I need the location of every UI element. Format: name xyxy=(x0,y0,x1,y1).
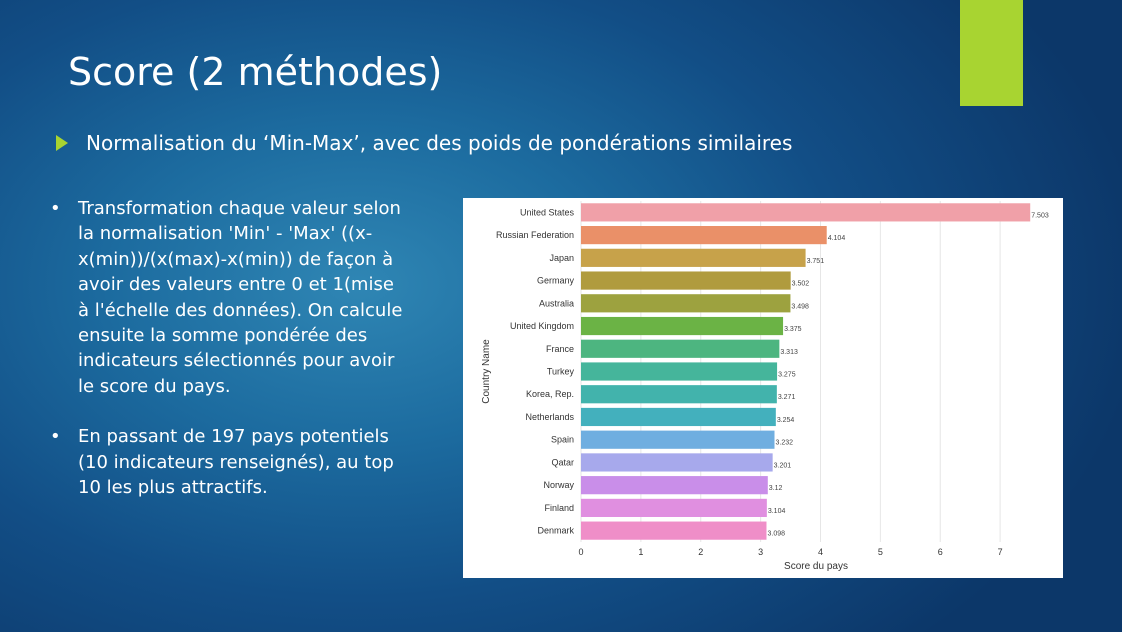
data-label: 3.498 xyxy=(791,303,809,310)
bar xyxy=(581,294,791,313)
bullet-item: • Transformation chaque valeur selon la … xyxy=(50,196,410,399)
bar xyxy=(581,476,768,495)
x-axis-label: Score du pays xyxy=(784,561,848,572)
accent-block xyxy=(960,0,1023,106)
x-tick-label: 5 xyxy=(878,547,883,557)
x-tick-label: 4 xyxy=(818,547,823,557)
data-label: 3.104 xyxy=(768,508,786,515)
bullet-text: Transformation chaque valeur selon la no… xyxy=(78,198,403,397)
x-tick-label: 6 xyxy=(938,547,943,557)
data-label: 3.375 xyxy=(784,326,802,333)
bar xyxy=(581,430,775,449)
slide-subtitle: Normalisation du ‘Min-Max’, avec des poi… xyxy=(56,131,792,155)
subtitle-text: Normalisation du ‘Min-Max’, avec des poi… xyxy=(86,131,793,155)
bar xyxy=(581,498,767,517)
bar xyxy=(581,362,778,381)
data-label: 7.503 xyxy=(1031,212,1049,219)
y-tick-label: United Kingdom xyxy=(510,321,574,331)
data-label: 3.12 xyxy=(769,485,783,492)
y-tick-label: Russian Federation xyxy=(496,230,574,240)
y-tick-label: Spain xyxy=(551,435,574,445)
x-tick-label: 0 xyxy=(578,547,583,557)
bar xyxy=(581,453,773,472)
data-label: 3.098 xyxy=(767,531,785,538)
data-label: 3.275 xyxy=(778,372,796,379)
y-tick-label: United States xyxy=(520,207,575,217)
bar xyxy=(581,226,827,245)
x-tick-label: 2 xyxy=(698,547,703,557)
y-tick-label: Qatar xyxy=(551,457,574,467)
y-tick-label: Denmark xyxy=(537,526,574,536)
bar xyxy=(581,248,806,267)
y-tick-label: Turkey xyxy=(547,367,575,377)
arrow-bullet-icon xyxy=(56,135,68,151)
x-tick-label: 7 xyxy=(998,547,1003,557)
bullet-dot-icon: • xyxy=(50,198,61,219)
y-tick-label: France xyxy=(546,344,574,354)
bar xyxy=(581,203,1031,222)
data-label: 3.502 xyxy=(792,281,810,288)
data-label: 4.104 xyxy=(828,235,846,242)
bullet-text: En passant de 197 pays potentiels (10 in… xyxy=(78,426,394,499)
bar xyxy=(581,521,767,540)
data-label: 3.271 xyxy=(778,394,796,401)
data-label: 3.254 xyxy=(777,417,795,424)
data-label: 3.313 xyxy=(780,349,798,356)
data-label: 3.201 xyxy=(774,462,792,469)
y-tick-label: Australia xyxy=(539,298,574,308)
bullet-list: • Transformation chaque valeur selon la … xyxy=(50,196,410,525)
y-axis-label: Country Name xyxy=(481,339,492,404)
bar xyxy=(581,339,780,358)
x-tick-label: 1 xyxy=(638,547,643,557)
y-tick-label: Germany xyxy=(537,276,575,286)
bar xyxy=(581,385,777,404)
bar xyxy=(581,316,784,336)
y-tick-label: Japan xyxy=(549,253,574,263)
data-label: 3.751 xyxy=(807,258,825,265)
y-tick-label: Korea, Rep. xyxy=(526,389,574,399)
y-tick-label: Norway xyxy=(543,480,574,490)
bullet-dot-icon: • xyxy=(50,426,61,448)
bullet-item: • En passant de 197 pays potentiels (10 … xyxy=(50,424,410,500)
y-tick-label: Finland xyxy=(544,503,574,513)
chart-svg: 0 1 2 3 4 5 6 7 United States 7.503 Russian Federa… xyxy=(481,201,1051,572)
bar xyxy=(581,407,776,427)
data-label: 3.232 xyxy=(776,440,794,447)
slide-title: Score (2 méthodes) xyxy=(68,50,443,94)
y-tick-label: Netherlands xyxy=(525,412,574,422)
x-tick-label: 3 xyxy=(758,547,763,557)
bar-chart: 0 1 2 3 4 5 6 7 United States 7.503 Russian Federa… xyxy=(463,198,1063,578)
bar xyxy=(581,271,791,290)
